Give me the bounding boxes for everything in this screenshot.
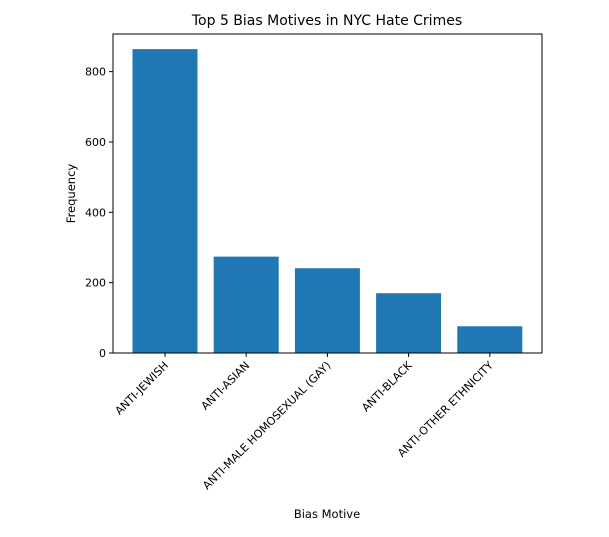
y-axis-label: Frequency [64,164,78,224]
y-tick-label: 800 [85,66,106,79]
y-tick-label: 200 [85,277,106,290]
y-tick-label: 600 [85,136,106,149]
bar-anti-other-ethnicity [457,326,523,353]
bar-anti-asian [213,256,279,353]
y-tick-label: 0 [99,347,106,360]
bars-group [132,49,523,354]
bar-anti-jewish [132,49,198,354]
x-axis-label: Bias Motive [294,507,360,521]
y-tick-label: 400 [85,206,106,219]
chart-title: Top 5 Bias Motives in NYC Hate Crimes [191,13,462,29]
x-tick-label: ANTI-JEWISH [113,359,172,418]
x-tick-label: ANTI-OTHER ETHNICITY [395,359,496,460]
x-tick-label: ANTI-BLACK [359,358,415,414]
x-tick-label: ANTI-ASIAN [199,359,253,413]
plot-frame [112,33,543,354]
y-ticks-group: 0 200 400 600 800 [85,66,113,360]
x-tick-label: ANTI-MALE HOMOSEXUAL (GAY) [200,359,333,492]
bar-anti-black [376,293,442,353]
bar-anti-male-homosexual-gay [294,268,360,353]
